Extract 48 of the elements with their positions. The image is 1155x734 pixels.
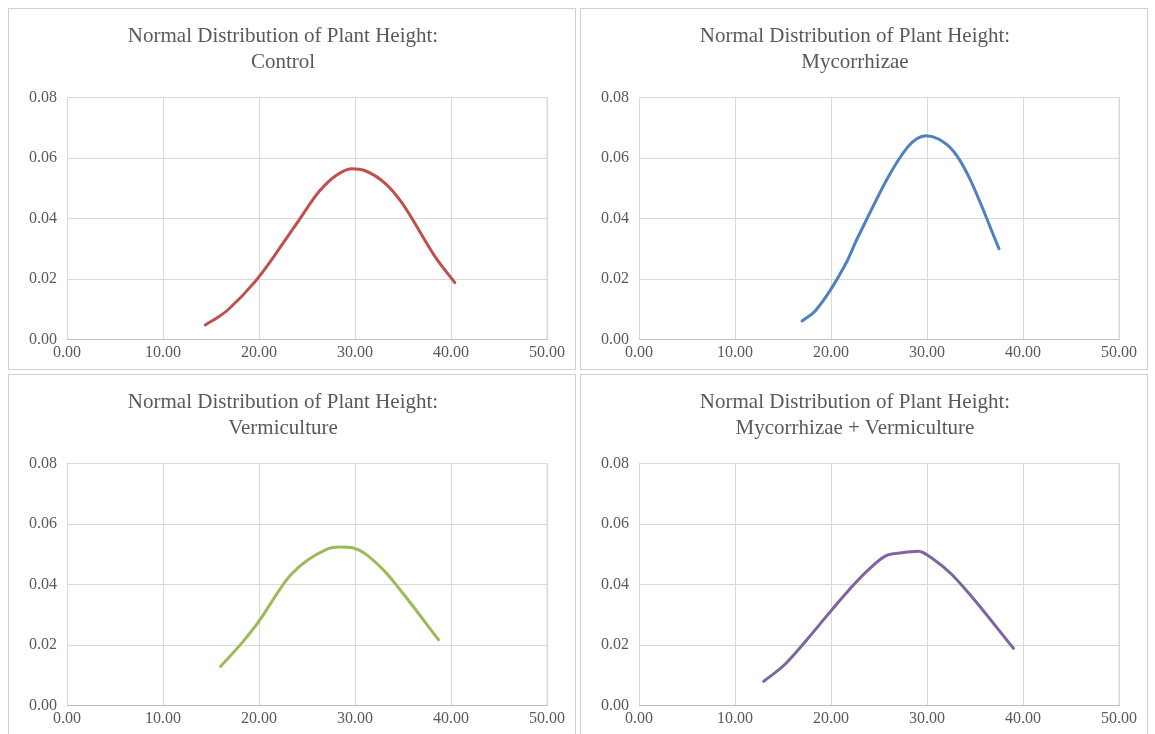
line-series <box>762 549 1015 683</box>
x-tick-label: 40.00 <box>433 342 469 360</box>
y-tick-label: 0.04 <box>29 574 57 592</box>
x-tick-label: 40.00 <box>1005 708 1041 726</box>
x-tick-label: 50.00 <box>529 342 565 360</box>
y-tick-label: 0.08 <box>601 87 629 105</box>
x-tick-label: 20.00 <box>813 342 849 360</box>
y-tick-label: 0.00 <box>29 330 57 347</box>
x-tick-label: 10.00 <box>145 708 181 726</box>
line-series <box>203 167 457 327</box>
chart-title: Normal Distribution of Plant Height: Control <box>127 22 439 73</box>
x-tick-label: 20.00 <box>813 708 849 726</box>
x-tick-label: 40.00 <box>433 708 469 726</box>
line-series <box>800 134 1001 323</box>
y-tick-label: 0.08 <box>29 453 57 471</box>
x-tick-label: 10.00 <box>717 708 753 726</box>
y-tick-label: 0.06 <box>601 514 629 532</box>
y-tick-label: 0.02 <box>601 269 629 287</box>
x-tick-label: 30.00 <box>909 708 945 726</box>
x-tick-label: 30.00 <box>337 342 373 360</box>
x-tick-label: 10.00 <box>717 342 753 360</box>
line-series <box>219 545 441 668</box>
x-tick-label: 20.00 <box>241 708 277 726</box>
x-tick-label: 40.00 <box>1005 342 1041 360</box>
x-tick-label: 50.00 <box>1101 342 1137 360</box>
chart-title: Normal Distribution of Plant Height: Vermiculture <box>127 388 439 439</box>
chart-title: Normal Distribution of Plant Height: Mycorrhizae + Vermiculture <box>699 388 1011 439</box>
x-tick-label: 30.00 <box>909 342 945 360</box>
y-tick-label: 0.04 <box>601 574 629 592</box>
y-tick-label: 0.04 <box>29 208 57 226</box>
y-tick-label: 0.04 <box>601 208 629 226</box>
y-tick-label: 0.08 <box>601 453 629 471</box>
x-tick-label: 50.00 <box>1101 708 1137 726</box>
y-tick-label: 0.06 <box>601 148 629 166</box>
x-tick-label: 20.00 <box>241 342 277 360</box>
y-tick-label: 0.08 <box>29 87 57 105</box>
x-tick-label: 30.00 <box>337 708 373 726</box>
x-tick-label: 10.00 <box>145 342 181 360</box>
y-tick-label: 0.00 <box>601 330 629 347</box>
y-tick-label: 0.00 <box>29 696 57 713</box>
y-tick-label: 0.00 <box>601 696 629 713</box>
y-tick-label: 0.02 <box>601 635 629 653</box>
y-tick-label: 0.06 <box>29 514 57 532</box>
y-tick-label: 0.02 <box>29 269 57 287</box>
x-tick-label: 50.00 <box>529 708 565 726</box>
chart-title: Normal Distribution of Plant Height: Mycorrhizae <box>699 22 1011 73</box>
y-tick-label: 0.06 <box>29 148 57 166</box>
y-tick-label: 0.02 <box>29 635 57 653</box>
